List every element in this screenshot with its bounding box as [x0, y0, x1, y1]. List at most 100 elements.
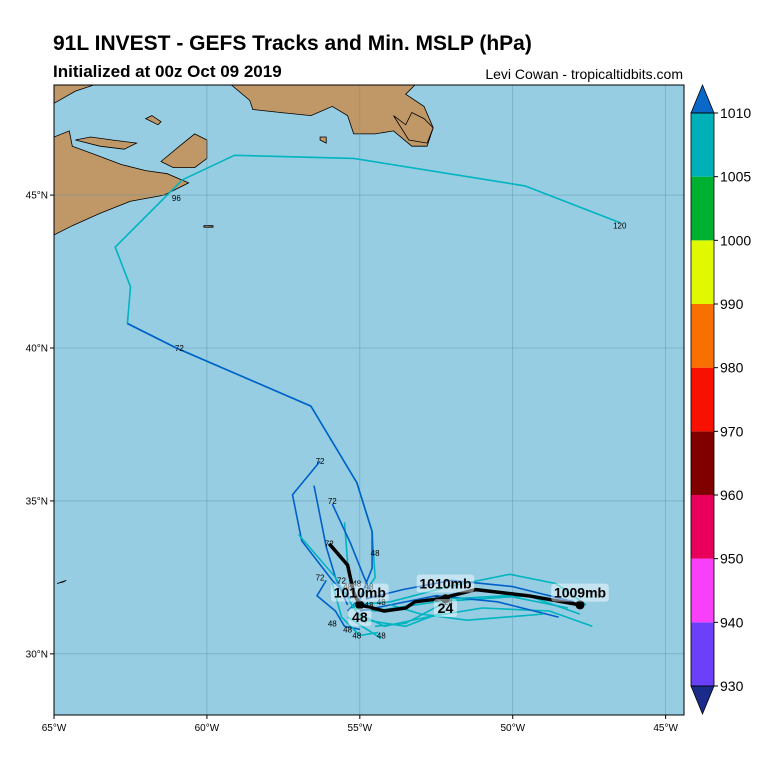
forecast-hour-label: 24: [444, 598, 453, 607]
colorbar-tick-label: 950: [720, 551, 744, 567]
colorbar-tick-label: 940: [720, 614, 744, 630]
chart-title: 91L INVEST - GEFS Tracks and Min. MSLP (…: [53, 32, 532, 55]
lon-tick-label: 50°W: [500, 723, 525, 734]
colorbar-frame: [690, 112, 715, 687]
lat-tick-label: 45°N: [26, 191, 48, 202]
land-sable: [203, 225, 214, 228]
forecast-hour-label: 48: [371, 549, 380, 558]
member-track: [359, 607, 593, 628]
land-stpierre: [319, 136, 327, 144]
forecast-hour-label: 72: [325, 540, 334, 549]
forecast-hour-label: 48: [352, 631, 361, 640]
forecast-hour-label: 24: [435, 595, 444, 604]
annotation-box: [348, 608, 372, 627]
member-track: [316, 579, 360, 631]
colorbar-tick-label: 970: [720, 423, 744, 439]
colorbar-tick-label: 1000: [720, 232, 751, 248]
member-track: [365, 610, 446, 628]
member-track: [365, 579, 575, 603]
pressure-annotation: 1010mb: [334, 585, 386, 601]
mean-track-marker: [440, 594, 450, 604]
colorbar-band: [691, 495, 714, 559]
colorbar-band: [691, 240, 714, 304]
land-magdalen: [144, 115, 162, 126]
forecast-hour-label: 48: [377, 598, 386, 607]
lat-tick-label: 40°N: [26, 344, 48, 355]
forecast-hour-label: 96: [172, 194, 181, 203]
member-track: [127, 322, 373, 612]
annotation-box: [433, 598, 458, 617]
annotation-box: [331, 583, 389, 602]
pressure-annotations: 1010mb 1010mb 1009mb 48 24: [331, 574, 609, 627]
land-nova-scotia: [54, 85, 94, 104]
pressure-annotation: 48: [352, 609, 368, 625]
ensemble-tracks: [114, 154, 621, 640]
colorbar-band: [691, 304, 714, 368]
land-layer: [54, 85, 434, 584]
colorbar-band: [691, 558, 714, 623]
forecast-hour-label: 48: [365, 601, 374, 610]
member-track: [359, 594, 559, 618]
mean-track-line: [327, 542, 581, 613]
colorbar-band: [691, 431, 714, 495]
map-frame: [53, 84, 685, 716]
annotation-box: [416, 574, 475, 593]
member-track: [313, 485, 349, 606]
colorbar-tick-label: 980: [720, 360, 744, 376]
mean-track-marker: [575, 600, 585, 610]
forecast-hour-label: 48: [352, 579, 361, 588]
land-anticosti: [143, 85, 147, 86]
forecast-hour-label: 48: [377, 631, 386, 640]
lat-tick-label: 30°N: [26, 649, 48, 660]
forecast-hour-label: 72: [316, 573, 325, 582]
lon-tick-label: 55°W: [348, 723, 373, 734]
forecast-hour-label: 48: [365, 583, 374, 592]
member-track: [347, 616, 382, 640]
axis-ticks: 65°W 60°W 55°W 50°W 45°W 45°N 40°N 35°N 30°N: [26, 191, 679, 734]
pressure-annotation: 1010mb: [419, 575, 471, 591]
colorbar: 930 940 950 960 970 980 990 1000 1005 1010: [690, 83, 751, 716]
colorbar-under-arrow: [690, 685, 715, 716]
land-newfoundland: [230, 85, 434, 147]
gridlines: [53, 85, 684, 715]
lon-tick-label: 60°W: [195, 723, 220, 734]
land-pei: [75, 136, 138, 150]
forecast-hour-label: 48: [328, 619, 337, 628]
colorbar-tick-label: 1010: [720, 105, 751, 121]
credit-text: Levi Cowan - tropicaltidbits.com: [485, 66, 683, 82]
land-mainland: [54, 130, 190, 236]
colorbar-band: [691, 176, 714, 241]
colorbar-band: [691, 113, 714, 177]
forecast-hour-label: 72: [337, 576, 346, 585]
colorbar-band: [691, 622, 714, 686]
forecast-hour-label: 72: [316, 457, 325, 466]
annotation-box: [551, 583, 609, 602]
forecast-hour-label: 72: [175, 344, 184, 353]
member-track: [331, 583, 379, 637]
colorbar-tick-label: 960: [720, 487, 744, 503]
member-track: [291, 460, 352, 600]
colorbar-tick-label: 930: [720, 678, 744, 694]
member-track: [331, 503, 373, 597]
forecast-hour-label: 72: [328, 497, 337, 506]
colorbar-over-arrow: [690, 83, 715, 114]
colorbar-tick-label: 990: [720, 296, 744, 312]
forecast-hour-label: 48: [343, 625, 352, 634]
forecast-hour-label: 48: [343, 583, 352, 592]
ensemble-mean-track: [327, 542, 585, 613]
chart-subtitle: Initialized at 00z Oct 09 2019: [53, 62, 282, 81]
land-bermuda: [56, 580, 67, 584]
member-track: [298, 534, 367, 624]
lat-tick-label: 35°N: [26, 496, 48, 507]
colorbar-tick-label: 1005: [720, 169, 751, 185]
land-avalon: [393, 111, 434, 144]
pressure-annotation: 1009mb: [554, 585, 606, 601]
lon-tick-label: 45°W: [653, 723, 678, 734]
colorbar-band: [691, 367, 714, 432]
member-track: [353, 573, 587, 606]
lon-tick-label: 65°W: [42, 723, 67, 734]
mean-track-marker: [355, 600, 365, 610]
pressure-annotation: 24: [438, 600, 454, 616]
